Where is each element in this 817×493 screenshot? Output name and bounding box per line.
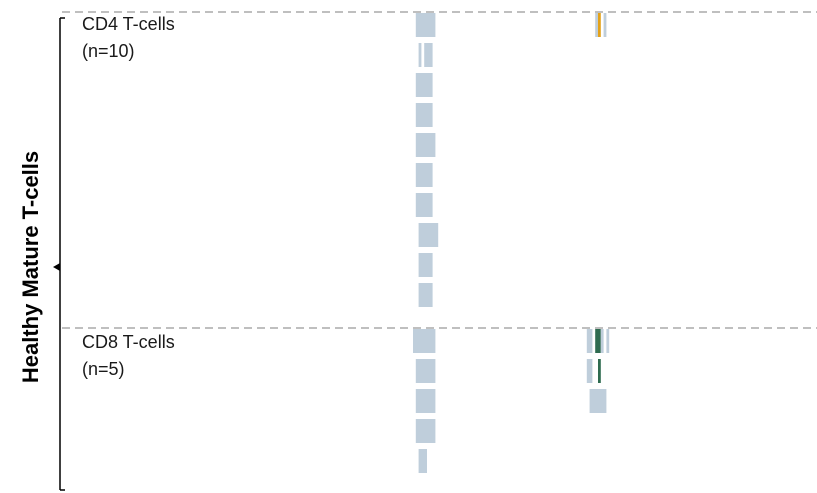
block-g0-r7-a0: [418, 223, 439, 247]
block-g0-r9-a0: [418, 283, 433, 307]
chart-marks: [413, 13, 610, 473]
block-g0-r1-a0: [418, 43, 422, 67]
block-g0-r3-a0: [415, 103, 433, 127]
block-g1-r0-b2: [598, 329, 601, 353]
block-g0-r4-a0: [415, 133, 436, 157]
bracket-tick-icon: [53, 263, 60, 271]
block-g0-r0-b2: [603, 13, 607, 37]
block-g0-r0-b1: [598, 13, 601, 37]
block-g1-r0-b3: [600, 329, 604, 353]
block-g0-r5-a0: [415, 163, 433, 187]
block-g1-r4-a0: [418, 449, 427, 473]
block-g1-r0-b1: [595, 329, 598, 353]
block-g1-r1-b0: [586, 359, 593, 383]
block-g0-r8-a0: [418, 253, 433, 277]
y-bracket: [53, 17, 65, 491]
group-count-cd8: (n=5): [82, 359, 125, 379]
block-g1-r0-b0: [586, 329, 593, 353]
block-g1-r3-a0: [415, 419, 436, 443]
block-g0-r0-a0: [415, 13, 436, 37]
block-g1-r0-b4: [606, 329, 610, 353]
block-g1-r0-a0: [413, 329, 436, 353]
group-label-cd8: CD8 T-cells: [82, 332, 175, 352]
block-g1-r2-a0: [415, 389, 436, 413]
group-count-cd4: (n=10): [82, 41, 135, 61]
block-g0-r2-a0: [415, 73, 433, 97]
group-label-cd4: CD4 T-cells: [82, 14, 175, 34]
block-g1-r1-b1: [598, 359, 601, 383]
y-axis-label: Healthy Mature T-cells: [18, 151, 43, 383]
block-g0-r0-b0: [595, 13, 598, 37]
block-g1-r2-b0: [589, 389, 607, 413]
block-g0-r1-a1: [424, 43, 433, 67]
block-g1-r1-a0: [415, 359, 436, 383]
block-g0-r6-a0: [415, 193, 433, 217]
